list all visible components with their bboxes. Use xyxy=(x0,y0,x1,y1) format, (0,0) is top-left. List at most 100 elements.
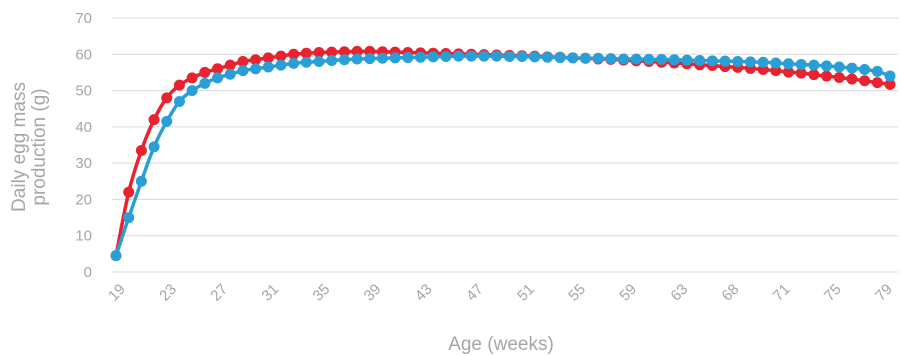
series-0-point xyxy=(326,46,338,58)
x-tick-label: 31 xyxy=(258,281,282,305)
series-1-point xyxy=(706,55,718,67)
series-0-point xyxy=(148,114,160,126)
y-tick-label: 30 xyxy=(75,155,92,172)
grid-lines xyxy=(112,17,898,273)
y-axis-title-line2: production (g) xyxy=(29,88,50,205)
series-1-point xyxy=(250,63,262,75)
series-0-point xyxy=(338,46,350,58)
series-1-point xyxy=(592,52,604,64)
series-1-point xyxy=(326,54,338,66)
series-0-point xyxy=(161,92,173,104)
series-1-point xyxy=(351,53,363,65)
series-1-point xyxy=(135,175,147,187)
series-1-point xyxy=(694,54,706,66)
series-0-point xyxy=(795,67,807,79)
series-1-point xyxy=(732,56,744,68)
series-0-point xyxy=(173,79,185,91)
x-tick-label: 71 xyxy=(770,281,794,305)
series-1-point xyxy=(618,53,630,65)
y-axis-title: Daily egg mass production (g) xyxy=(9,82,50,212)
y-tick-label: 0 xyxy=(84,264,92,281)
x-tick-label: 27 xyxy=(207,281,231,305)
series-1-point xyxy=(173,95,185,107)
series-1-point xyxy=(212,72,224,84)
series-layer xyxy=(110,45,896,262)
series-1 xyxy=(110,50,896,262)
y-tick-label: 70 xyxy=(75,10,92,27)
series-0-point xyxy=(262,52,274,64)
series-0-point xyxy=(871,77,883,89)
series-1-point xyxy=(123,212,135,224)
series-0-point xyxy=(275,50,287,62)
series-1-point xyxy=(300,56,312,68)
y-axis-ticks: 0 10 20 30 40 50 60 70 xyxy=(75,10,92,281)
series-1-point xyxy=(681,54,693,66)
series-1-point xyxy=(415,51,427,63)
series-1-point xyxy=(529,51,541,63)
series-1-point xyxy=(846,62,858,74)
series-0-point xyxy=(859,75,871,87)
series-1-point xyxy=(275,59,287,71)
series-1-point xyxy=(656,53,668,65)
x-tick-label: 75 xyxy=(821,281,845,305)
series-0-point xyxy=(351,45,363,57)
series-0-point xyxy=(237,56,249,68)
series-0-point xyxy=(135,144,147,156)
series-1-point xyxy=(453,50,465,62)
series-1-point xyxy=(491,50,503,62)
series-1-point xyxy=(148,141,160,153)
series-1-point xyxy=(833,61,845,73)
series-1-point xyxy=(110,250,122,262)
x-axis-ticks: 19 23 27 31 35 39 43 47 51 55 59 63 68 71 75 79 xyxy=(105,281,896,305)
series-1-point xyxy=(630,53,642,65)
series-1-point xyxy=(478,50,490,62)
series-0-point xyxy=(212,63,224,75)
x-tick-label: 19 xyxy=(105,281,129,305)
series-0-point xyxy=(300,47,312,59)
series-1-point xyxy=(770,57,782,69)
series-1-point xyxy=(757,56,769,68)
x-tick-label: 39 xyxy=(361,281,385,305)
y-axis-title-line1: Daily egg mass xyxy=(9,82,30,212)
series-1-point xyxy=(186,85,198,97)
x-tick-label: 68 xyxy=(719,281,743,305)
series-0-point xyxy=(288,48,300,60)
series-1-point xyxy=(199,77,211,89)
series-0-point xyxy=(782,66,794,78)
series-0-point xyxy=(186,72,198,84)
series-1-point xyxy=(313,56,325,68)
x-tick-label: 59 xyxy=(616,281,640,305)
series-0-point xyxy=(884,78,896,90)
series-1-point xyxy=(821,60,833,72)
y-tick-label: 60 xyxy=(75,46,92,63)
series-1-point xyxy=(859,64,871,76)
series-1-point xyxy=(288,57,300,69)
y-tick-label: 10 xyxy=(75,228,92,245)
series-1-point xyxy=(567,52,579,64)
series-0-point xyxy=(123,186,135,198)
x-axis-title: Age (weeks) xyxy=(448,334,554,355)
series-1-point xyxy=(719,55,731,67)
series-1-point xyxy=(808,59,820,71)
x-tick-label: 63 xyxy=(667,281,691,305)
series-1-point xyxy=(427,51,439,63)
series-1-point xyxy=(668,54,680,66)
x-tick-label: 79 xyxy=(872,281,896,305)
series-1-point xyxy=(795,58,807,70)
series-1-point xyxy=(744,56,756,68)
series-1-point xyxy=(871,65,883,77)
x-tick-label: 51 xyxy=(514,281,538,305)
series-1-point xyxy=(224,68,236,80)
series-1-point xyxy=(161,115,173,127)
x-tick-label: 55 xyxy=(565,281,589,305)
series-1-point xyxy=(364,53,376,65)
series-1-point xyxy=(643,53,655,65)
series-line-0 xyxy=(114,49,892,258)
series-0-point xyxy=(770,65,782,77)
series-1-point xyxy=(579,52,591,64)
x-tick-label: 47 xyxy=(463,281,487,305)
series-1-point xyxy=(440,50,452,62)
series-1-point xyxy=(503,50,515,62)
